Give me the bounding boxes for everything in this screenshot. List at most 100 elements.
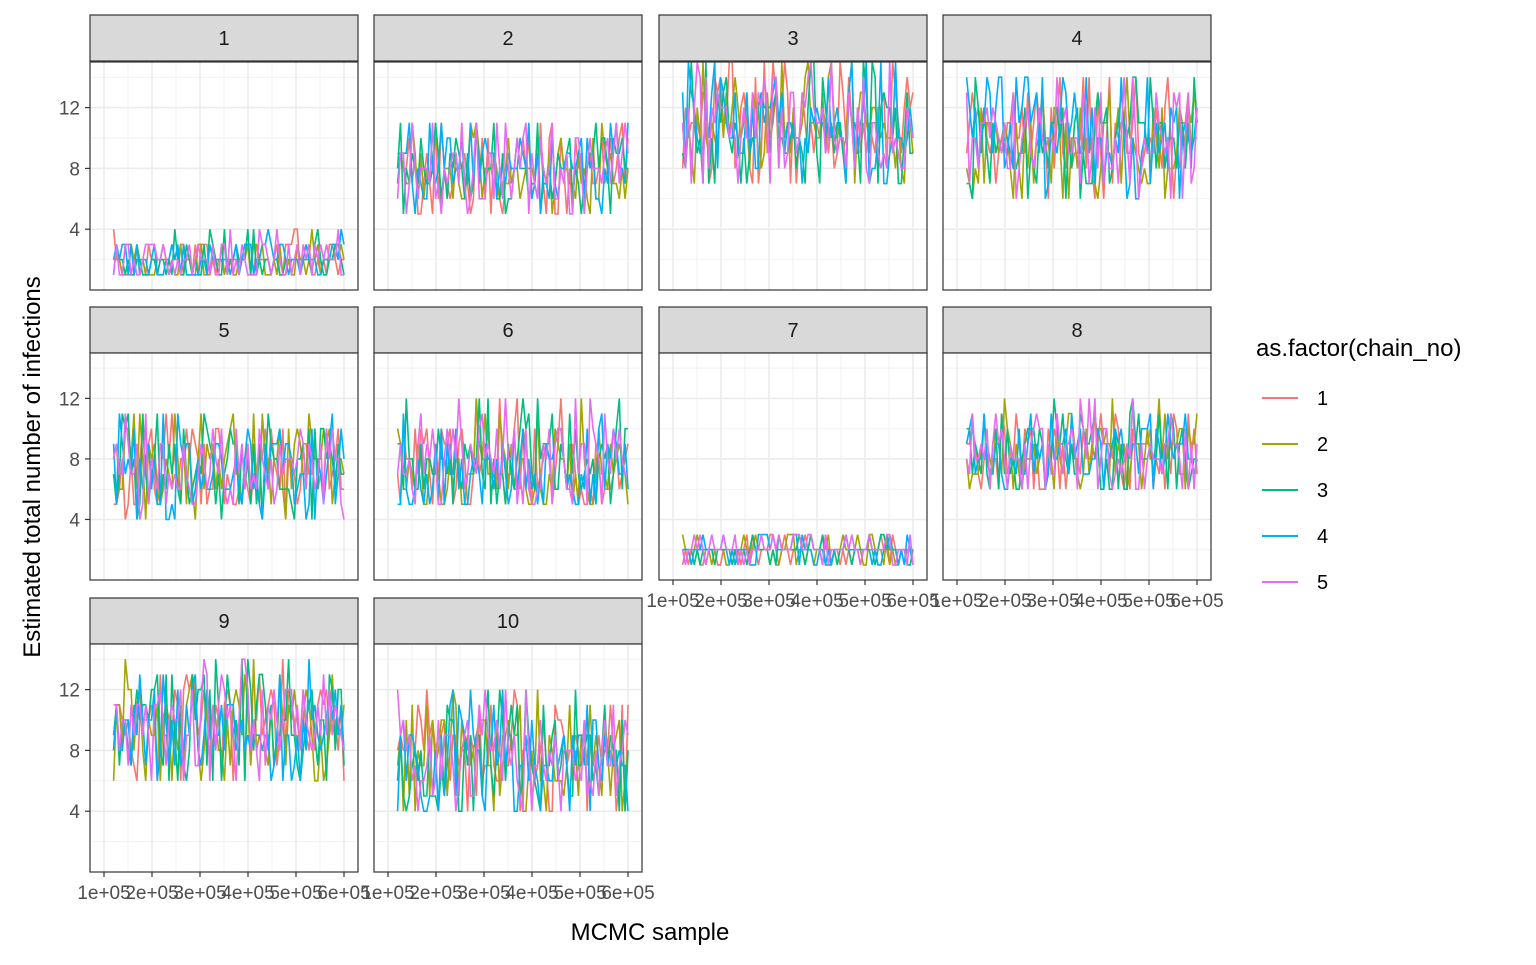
x-tick-label: 2e+05 [125, 883, 178, 904]
trace-line-chain-5 [681, 533, 914, 566]
trace-line-chain-2 [112, 659, 345, 782]
trace-line-chain-4 [112, 229, 345, 276]
facet-strip [658, 14, 928, 62]
facet-strip [373, 14, 643, 62]
gridlines [659, 353, 927, 580]
facet-panel-5: 5 4 8 12 [59, 306, 359, 581]
y-tick-label: 8 [69, 741, 80, 762]
x-tick-label: 1e+05 [930, 591, 983, 612]
facet-strip-label: 9 [218, 611, 229, 633]
legend-label-1: 1 [1317, 388, 1328, 410]
panel-border [89, 643, 359, 873]
trace-line-chain-1 [113, 413, 344, 520]
trace-line-chain-5 [965, 77, 1198, 199]
y-tick-label: 4 [69, 510, 80, 531]
facet-panel-6: 6 [373, 306, 643, 581]
facet-strip-label: 10 [497, 611, 519, 633]
legend-label-5: 5 [1317, 572, 1328, 594]
trace-line-chain-4 [965, 413, 1198, 491]
x-tick-label: 5e+05 [838, 591, 891, 612]
facet-strip-label: 7 [787, 320, 798, 342]
x-tick-label: 4e+05 [1074, 591, 1127, 612]
x-tick-label: 6e+05 [886, 591, 939, 612]
facet-panel-2: 2 [373, 14, 643, 291]
panel-border [942, 352, 1212, 581]
y-axis-title: Estimated total number of infections [19, 276, 46, 658]
x-tick-label: 4e+05 [221, 883, 274, 904]
x-tick-label: 3e+05 [173, 883, 226, 904]
legend-label-2: 2 [1317, 434, 1328, 456]
trace-line-chain-5 [112, 229, 344, 276]
facet-panel-3: 3 [658, 14, 928, 291]
trace-line-chain-3 [681, 61, 913, 185]
x-tick-label: 5e+05 [1122, 591, 1175, 612]
facet-panel-4: 4 [942, 14, 1212, 291]
legend-title: as.factor(chain_no) [1256, 335, 1461, 362]
panel-border [658, 61, 928, 291]
panel-border [658, 352, 928, 581]
trace-line-chain-5 [396, 398, 628, 506]
legend-label-3: 3 [1317, 480, 1328, 502]
panel-border [373, 61, 643, 291]
y-tick-label: 4 [69, 802, 80, 823]
legend-label-4: 4 [1317, 526, 1328, 548]
trace-line-chain-3 [396, 689, 629, 813]
x-tick-label: 4e+05 [505, 883, 558, 904]
trace-line-chain-5 [965, 398, 1198, 491]
facet-strip-label: 5 [218, 320, 229, 342]
y-tick-label: 12 [59, 99, 80, 120]
y-tick-label: 8 [69, 450, 80, 471]
trace-line-chain-5 [396, 122, 629, 215]
facet-strip-label: 1 [218, 28, 229, 50]
facet-strip [942, 306, 1212, 354]
panel-border [89, 61, 359, 291]
facet-strip [89, 14, 359, 62]
x-tick-label: 6e+05 [601, 883, 654, 904]
legend: as.factor(chain_no) 1 2 3 4 5 [1256, 335, 1461, 594]
x-tick-label: 5e+05 [269, 883, 322, 904]
x-tick-label: 2e+05 [978, 591, 1031, 612]
x-axis-title: MCMC sample [571, 919, 730, 946]
x-tick-label: 1e+05 [77, 883, 130, 904]
trace-line-chain-4 [112, 659, 345, 781]
trace-line-chain-5 [112, 413, 345, 520]
facet-strip [373, 597, 643, 645]
x-tick-label: 4e+05 [790, 591, 843, 612]
facet-panel-1: 1 4 8 12 [59, 14, 359, 291]
y-tick-label: 4 [69, 220, 80, 241]
facet-strip-label: 6 [502, 320, 513, 342]
trace-line-chain-4 [397, 413, 629, 506]
trace-line-chain-5 [681, 61, 914, 184]
panel-border [89, 352, 359, 581]
x-tick-label: 6e+05 [317, 883, 370, 904]
trace-line-chain-4 [112, 413, 345, 521]
facet-strip-label: 2 [502, 28, 513, 50]
trace-line-chain-4 [396, 122, 629, 215]
facet-strip [942, 14, 1212, 62]
x-tick-label: 2e+05 [694, 591, 747, 612]
facet-strip [658, 306, 928, 354]
y-tick-label: 8 [69, 159, 80, 180]
trace-line-chain-5 [396, 689, 629, 812]
facet-strip-label: 8 [1071, 320, 1082, 342]
x-tick-label: 3e+05 [457, 883, 510, 904]
trace-line-chain-4 [681, 61, 914, 185]
trace-line-chain-2 [965, 398, 1198, 490]
x-tick-label: 6e+05 [1170, 591, 1223, 612]
y-tick-label: 12 [59, 389, 80, 410]
x-tick-label: 3e+05 [742, 591, 795, 612]
x-tick-label: 1e+05 [361, 883, 414, 904]
facet-strip [89, 597, 359, 645]
x-tick-label: 1e+05 [646, 591, 699, 612]
x-tick-label: 3e+05 [1026, 591, 1079, 612]
panel-border [373, 643, 643, 873]
facet-strip-label: 4 [1071, 28, 1082, 50]
x-tick-label: 2e+05 [409, 883, 462, 904]
panel-border [373, 352, 643, 581]
y-tick-label: 12 [59, 681, 80, 702]
